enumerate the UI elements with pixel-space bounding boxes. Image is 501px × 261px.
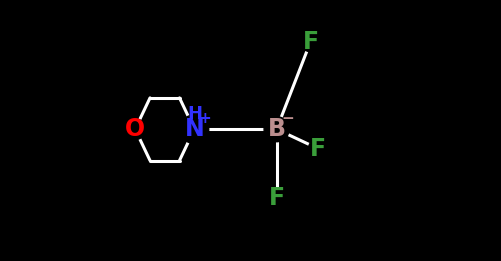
- Text: +: +: [198, 111, 211, 126]
- Text: F: F: [269, 186, 285, 210]
- Circle shape: [301, 32, 321, 52]
- Circle shape: [125, 119, 146, 140]
- Text: −: −: [281, 111, 294, 126]
- Circle shape: [180, 115, 209, 144]
- Text: B: B: [268, 117, 286, 141]
- Text: N: N: [184, 117, 204, 141]
- Circle shape: [267, 188, 287, 208]
- Text: H: H: [187, 105, 202, 122]
- Text: F: F: [303, 30, 319, 54]
- Circle shape: [309, 139, 328, 159]
- Circle shape: [264, 117, 289, 142]
- Text: F: F: [310, 137, 327, 161]
- Text: O: O: [125, 117, 145, 141]
